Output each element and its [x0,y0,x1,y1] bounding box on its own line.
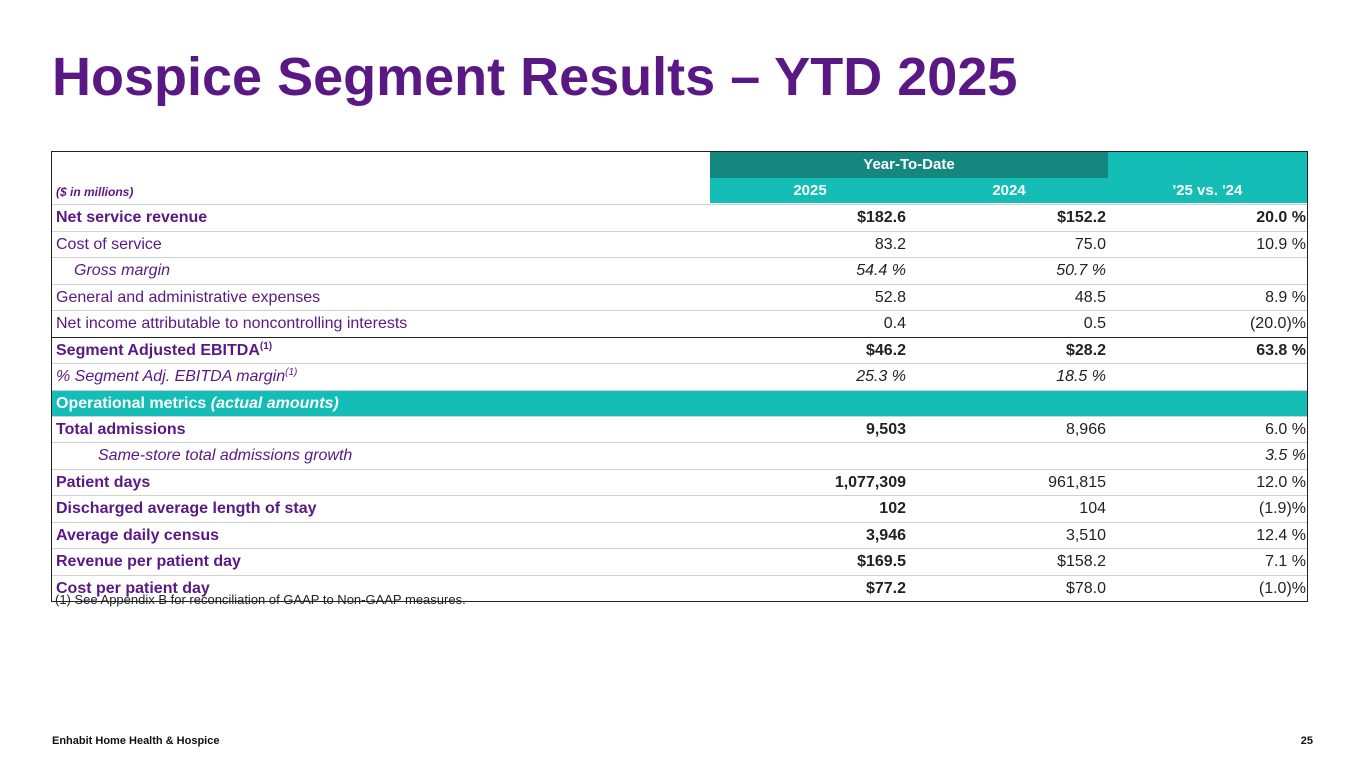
value-change: 7.1 % [1265,553,1306,570]
value-2025: $182.6 [857,209,906,226]
table-row-cost-of-service: Cost of service 83.2 75.0 10.9 % [52,232,1307,258]
value-2025: 9,503 [865,420,906,438]
value-2025: 54.4 % [856,262,906,279]
column-header-2024: 2024 [910,178,1108,203]
value-change: 3.5 % [1265,447,1306,464]
value-2025: 83.2 [874,235,906,253]
value-2024: 48.5 [1074,288,1106,306]
row-label: Total admissions [56,420,186,438]
row-label: % Segment Adj. EBITDA margin(1) [56,367,298,386]
row-label: Average daily census [56,526,220,544]
value-change: (1.9)% [1258,500,1306,517]
value-2024: $78.0 [1065,579,1106,597]
value-2024: 961,815 [1048,473,1106,491]
table-header: ($ in millions) Year-To-Date 2025 2024 '… [52,152,1307,205]
hospice-results-table: ($ in millions) Year-To-Date 2025 2024 '… [51,151,1308,602]
value-2025: 25.3 % [856,368,906,385]
value-2025: 102 [879,500,906,517]
value-2025: $169.5 [857,553,906,570]
value-change: (20.0)% [1249,315,1306,332]
value-2024: 104 [1079,500,1106,517]
value-2025: $77.2 [865,579,906,597]
value-2024: 50.7 % [1056,262,1106,279]
footer-company: Enhabit Home Health & Hospice [52,735,220,747]
table-row-noncontrolling-interests: Net income attributable to noncontrollin… [52,311,1307,338]
value-change: 12.4 % [1256,526,1306,544]
value-2025: 1,077,309 [834,473,906,491]
column-header-2025: 2025 [710,178,910,203]
table-row-length-of-stay: Discharged average length of stay 102 10… [52,496,1307,523]
row-label: Revenue per patient day [56,553,241,570]
page-number: 25 [1300,735,1313,747]
table-row-segment-adjusted-ebitda: Segment Adjusted EBITDA(1) $46.2 $28.2 6… [52,338,1307,364]
value-change: 10.9 % [1256,235,1306,253]
table-row-gross-margin: Gross margin 54.4 % 50.7 % [52,258,1307,285]
value-change: 8.9 % [1265,288,1306,306]
table-row-patient-days: Patient days 1,077,309 961,815 12.0 % [52,470,1307,496]
page-title: Hospice Segment Results – YTD 2025 [52,47,1018,107]
table-row-net-service-revenue: Net service revenue $182.6 $152.2 20.0 % [52,205,1307,232]
unit-note: ($ in millions) [56,185,134,199]
value-2025: $46.2 [865,341,906,359]
value-2024: $28.2 [1065,341,1106,359]
table-row-total-admissions: Total admissions 9,503 8,966 6.0 % [52,417,1307,443]
row-label: Discharged average length of stay [56,500,317,517]
value-2024: 18.5 % [1056,368,1106,385]
row-label: Net service revenue [56,209,208,226]
operational-metrics-section: Operational metrics (actual amounts) [52,390,1307,417]
row-label: Net income attributable to noncontrollin… [56,315,408,332]
row-label: Patient days [56,473,151,491]
value-change: 6.0 % [1265,420,1306,438]
row-label: Gross margin [74,262,171,279]
value-2024: $152.2 [1057,209,1106,226]
value-2025: 0.4 [883,315,906,332]
table-row-ebitda-margin: % Segment Adj. EBITDA margin(1) 25.3 % 1… [52,364,1307,391]
value-2024: $158.2 [1057,553,1106,570]
value-change: (1.0)% [1258,579,1306,597]
row-label: Segment Adjusted EBITDA(1) [56,340,273,359]
row-label: Cost per patient day [56,579,210,597]
footnote: (1) See Appendix B for reconciliation of… [55,592,466,607]
value-2024: 8,966 [1065,420,1106,438]
row-label: Cost of service [56,235,162,253]
value-change: 12.0 % [1256,473,1306,491]
table-row-same-store-admissions: Same-store total admissions growth 3.5 % [52,443,1307,470]
table-row-revenue-per-patient-day: Revenue per patient day $169.5 $158.2 7.… [52,549,1307,576]
value-2025: 52.8 [874,288,906,306]
table-row-cost-per-patient-day: Cost per patient day $77.2 $78.0 (1.0)% [52,576,1307,602]
value-change: 20.0 % [1256,209,1306,226]
year-to-date-header: Year-To-Date [710,152,1108,178]
value-2025: 3,946 [865,526,906,544]
value-2024: 0.5 [1083,315,1106,332]
footnote-marker: (1) [285,367,298,378]
section-label: Operational metrics (actual amounts) [56,394,339,412]
column-header-change: '25 vs. '24 [1108,152,1307,203]
value-change: 63.8 % [1256,341,1306,359]
table-row-average-daily-census: Average daily census 3,946 3,510 12.4 % [52,523,1307,549]
row-label: General and administrative expenses [56,288,321,306]
table-row-general-admin-expenses: General and administrative expenses 52.8… [52,285,1307,311]
row-label: Same-store total admissions growth [98,447,353,464]
footnote-marker: (1) [259,340,273,352]
value-2024: 3,510 [1065,526,1106,544]
value-2024: 75.0 [1074,235,1106,253]
